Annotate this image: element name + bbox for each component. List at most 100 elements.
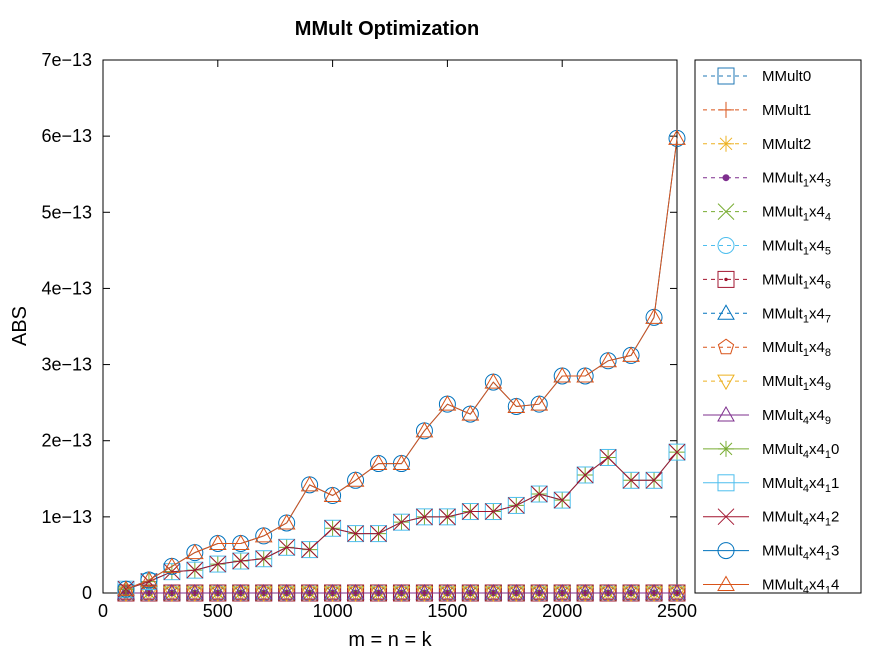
data-point (507, 497, 525, 514)
legend-label: MMult4x411 (762, 475, 839, 495)
marker-triangle-down (254, 586, 273, 603)
marker-d2 (717, 508, 735, 526)
legend-label: MMult1 (762, 102, 811, 119)
legend-marker (717, 405, 735, 422)
legend-label-subscript: 9 (825, 415, 831, 427)
marker-triangle (507, 583, 526, 600)
marker-triangle-down (599, 586, 617, 603)
data-point (346, 583, 365, 600)
marker-square (599, 448, 617, 466)
legend-label-subscript: 1 (825, 483, 831, 495)
legend-label-text: x4 (809, 509, 825, 526)
marker-triangle (392, 583, 411, 600)
marker-square (717, 67, 735, 85)
marker-triangle (530, 395, 549, 411)
data-point (277, 583, 296, 600)
marker-triangle-down (576, 586, 595, 603)
x-tick-label: 500 (203, 601, 233, 621)
marker-d2 (553, 491, 571, 509)
legend-marker (717, 237, 735, 254)
data-point (530, 485, 548, 503)
legend-label-text: MMult (762, 441, 804, 458)
legend-label-subscript: 1 (803, 381, 809, 393)
legend-item: MMult1x44 (703, 203, 831, 224)
legend-item: MMult2 (703, 135, 811, 153)
data-point (484, 503, 502, 520)
marker-triangle-down (346, 586, 365, 603)
x-axis-label: m = n = k (348, 629, 432, 651)
marker-triangle (645, 583, 663, 600)
data-point (576, 586, 595, 603)
marker-triangle (484, 373, 503, 389)
y-tick-label: 6e−13 (41, 126, 92, 146)
marker-d2 (301, 541, 318, 558)
legend-label-subscript: 4 (803, 585, 809, 597)
marker-triangle (507, 397, 526, 413)
marker-triangle (208, 583, 227, 600)
data-point (461, 405, 480, 421)
data-point (415, 421, 434, 438)
data-point (117, 583, 135, 600)
legend-label-subscript: 9 (825, 381, 831, 393)
data-point (645, 471, 663, 489)
legend-label-text: 2 (831, 509, 839, 526)
legend-label: MMult0 (762, 68, 811, 85)
x-axis: 0 500 1000 1500 2000 2500 (98, 60, 697, 621)
legend-label-text: MMult (762, 407, 804, 424)
data-point (530, 583, 549, 600)
marker-triangle (599, 351, 617, 368)
data-point (645, 586, 663, 603)
legend-label-subscript: 6 (825, 279, 831, 291)
data-point (392, 583, 411, 600)
y-tick-label: 2e−13 (41, 431, 92, 451)
legend-item: MMult4x411 (703, 474, 839, 495)
chart-title: MMult Optimization (295, 18, 479, 40)
marker-triangle (163, 583, 181, 600)
legend-item: MMult0 (703, 67, 811, 85)
marker-d2 (370, 525, 387, 542)
marker-triangle (622, 583, 640, 600)
marker-triangle (717, 405, 735, 422)
legend-label-text: MMult (762, 543, 804, 560)
data-point (369, 583, 388, 600)
marker-square (530, 485, 548, 503)
marker-triangle (461, 405, 480, 421)
marker-triangle (277, 513, 296, 530)
legend-label-subscript: 4 (803, 483, 809, 495)
legend-label-text: x4 (809, 238, 825, 255)
marker-square (392, 513, 410, 531)
marker-triangle-down (461, 586, 480, 603)
data-point (438, 395, 457, 411)
data-point (232, 552, 250, 570)
legend-label-text: MMult (762, 577, 804, 594)
marker-square (209, 555, 227, 573)
marker-d2 (668, 443, 686, 461)
data-point (231, 586, 250, 603)
data-point (507, 586, 526, 603)
data-point (140, 583, 158, 600)
marker-triangle (415, 421, 434, 438)
marker-triangle (576, 583, 595, 600)
data-point (254, 583, 273, 600)
legend-item: MMult4x410 (703, 440, 839, 461)
marker-triangle-down (208, 586, 227, 603)
data-point (599, 586, 617, 603)
marker-triangle (438, 583, 457, 600)
data-point (301, 541, 318, 558)
marker-triangle (530, 583, 549, 600)
marker-triangle (163, 557, 181, 573)
marker-square (717, 270, 735, 288)
data-point (117, 580, 135, 596)
series-MMult_4x4_9 (117, 583, 686, 600)
legend-label: MMult1x44 (762, 204, 831, 224)
data-point (530, 485, 548, 503)
data-point (140, 571, 158, 587)
legend-marker (717, 474, 735, 492)
x-tick-label: 2500 (657, 601, 697, 621)
legend-label-subscript: 4 (825, 212, 831, 224)
legend-marker (717, 304, 735, 320)
y-tick-label: 4e−13 (41, 278, 92, 298)
data-point (416, 508, 433, 526)
marker-square (255, 550, 273, 568)
legend-label-text: MMult0 (762, 68, 811, 85)
